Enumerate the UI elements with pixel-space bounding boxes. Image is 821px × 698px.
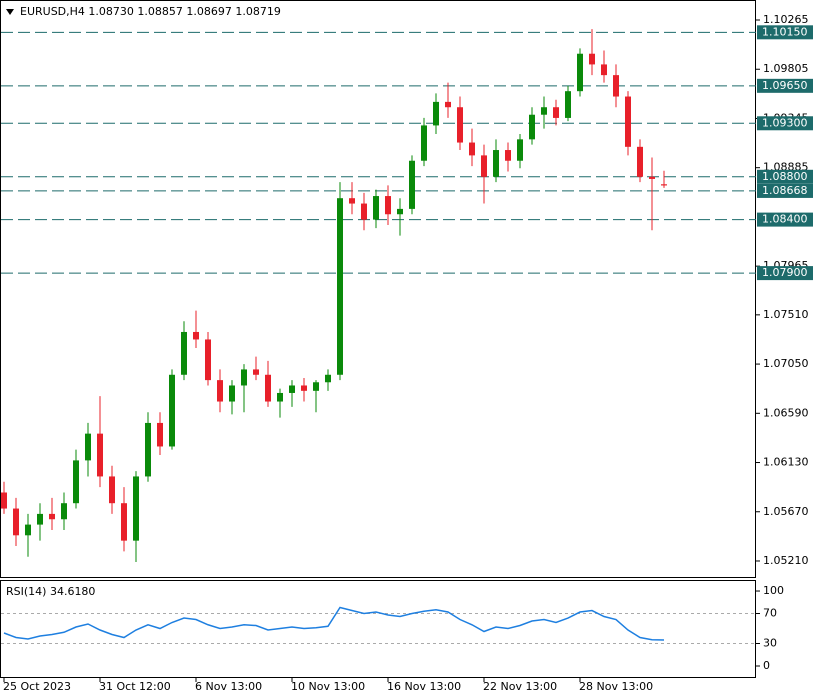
y-tick-label: 1.06590 — [763, 406, 809, 419]
candle-body — [517, 139, 523, 161]
candle-body — [409, 160, 415, 209]
chart-title: EURUSD,H4 1.08730 1.08857 1.08697 1.0871… — [20, 5, 281, 18]
candle-body — [445, 101, 451, 108]
level-label: 1.08400 — [762, 213, 808, 226]
candle-body — [469, 142, 475, 156]
candle-body — [169, 374, 175, 447]
candle-body — [397, 208, 403, 215]
candle-body — [601, 64, 607, 76]
candle-body — [553, 107, 559, 118]
candle-body — [337, 198, 343, 375]
candle-body — [1, 492, 7, 509]
candle-body — [577, 53, 583, 92]
y-tick-label: 1.09805 — [763, 62, 809, 75]
candle-body — [193, 331, 199, 340]
candle-body — [205, 339, 211, 381]
candle-body — [373, 196, 379, 220]
level-label: 1.08668 — [762, 184, 808, 197]
candle-body — [49, 513, 55, 520]
candle-body — [589, 53, 595, 65]
candle-body — [73, 460, 79, 504]
y-tick-label: 0 — [763, 659, 770, 672]
level-label-box — [757, 25, 813, 40]
level-label-box — [757, 266, 813, 281]
candle-body — [649, 176, 655, 179]
main-pane — [0, 0, 756, 578]
y-tick-label: 30 — [763, 637, 777, 650]
x-tick-label: 22 Nov 13:00 — [483, 680, 557, 693]
level-label: 1.10150 — [762, 25, 808, 38]
level-label: 1.08800 — [762, 170, 808, 183]
y-tick-label: 1.07050 — [763, 357, 809, 370]
x-tick-label: 10 Nov 13:00 — [291, 680, 365, 693]
candle-body — [421, 125, 427, 161]
x-tick-label: 16 Nov 13:00 — [387, 680, 461, 693]
candle-body — [361, 203, 367, 220]
x-tick-label: 25 Oct 2023 — [3, 680, 71, 693]
candle-body — [313, 382, 319, 391]
candle-body — [433, 101, 439, 126]
candle-body — [481, 155, 487, 177]
candle-body — [661, 184, 667, 186]
candle-body — [637, 146, 643, 177]
level-label-box — [757, 212, 813, 227]
y-tick-label: 1.05210 — [763, 554, 809, 567]
candle-body — [133, 476, 139, 541]
y-tick-label: 1.10265 — [763, 13, 809, 26]
candle-body — [349, 198, 355, 204]
rsi-title: RSI(14) 34.6180 — [6, 585, 95, 598]
menu-triangle — [6, 9, 14, 15]
y-tick-label: 70 — [763, 607, 777, 620]
level-label: 1.09300 — [762, 116, 808, 129]
candle-body — [217, 380, 223, 402]
candle-body — [457, 107, 463, 143]
candle-body — [253, 369, 259, 375]
candle-body — [625, 96, 631, 147]
candle-body — [157, 422, 163, 447]
candle-body — [505, 150, 511, 161]
candle-body — [541, 107, 547, 115]
candle-body — [277, 392, 283, 402]
candle-body — [289, 385, 295, 393]
candle-body — [109, 476, 115, 504]
y-tick-label: 1.06130 — [763, 456, 809, 469]
candle-body — [37, 513, 43, 525]
candle-body — [181, 331, 187, 375]
y-tick-label: 1.07510 — [763, 308, 809, 321]
rsi-line — [3, 606, 665, 641]
candle-body — [121, 503, 127, 541]
rsi-pane — [0, 580, 756, 678]
x-tick-label: 28 Nov 13:00 — [579, 680, 653, 693]
candle-body — [529, 114, 535, 140]
x-tick-label: 31 Oct 12:00 — [99, 680, 171, 693]
candle-body — [85, 433, 91, 461]
level-label-box — [757, 169, 813, 184]
candle-body — [565, 91, 571, 118]
candle-body — [241, 369, 247, 386]
candle-body — [229, 385, 235, 402]
candle-body — [13, 508, 19, 536]
candle-body — [25, 524, 31, 536]
level-label-box — [757, 116, 813, 131]
candle-body — [613, 75, 619, 97]
level-label: 1.07900 — [762, 266, 808, 279]
y-tick-label: 100 — [763, 584, 784, 597]
candle-body — [265, 374, 271, 402]
x-tick-label: 6 Nov 13:00 — [195, 680, 262, 693]
candle-body — [61, 503, 67, 520]
level-label-box — [757, 183, 813, 198]
level-label-box — [757, 78, 813, 93]
candle-body — [325, 374, 331, 383]
y-tick-label: 1.05670 — [763, 505, 809, 518]
level-label: 1.09650 — [762, 79, 808, 92]
candle-body — [493, 150, 499, 177]
candle-body — [301, 385, 307, 391]
candle-body — [97, 433, 103, 477]
candle-body — [145, 422, 151, 477]
candle-body — [385, 196, 391, 215]
